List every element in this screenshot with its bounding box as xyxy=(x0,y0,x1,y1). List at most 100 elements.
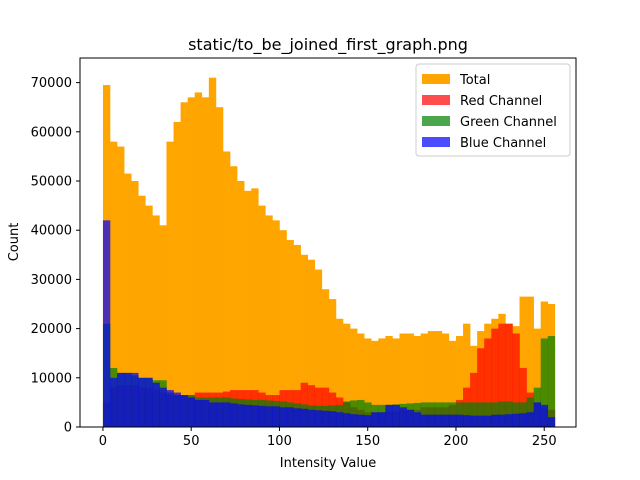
bar xyxy=(138,195,146,427)
bar xyxy=(117,372,125,427)
bar xyxy=(463,402,471,427)
bar xyxy=(491,414,499,427)
series-blue-channel xyxy=(102,220,556,427)
bar xyxy=(307,259,316,427)
bar xyxy=(272,220,280,427)
bars-layer xyxy=(102,77,556,428)
x-tick-label: 50 xyxy=(183,434,200,449)
y-tick-label: 70000 xyxy=(31,76,72,91)
legend-swatch xyxy=(422,116,450,126)
bar xyxy=(357,399,365,427)
bar xyxy=(335,412,344,427)
bar xyxy=(364,415,372,427)
y-tick-label: 60000 xyxy=(31,125,72,140)
bar xyxy=(505,414,513,427)
bar xyxy=(470,415,478,427)
bar xyxy=(166,141,174,427)
bar xyxy=(279,407,287,427)
bar xyxy=(526,296,534,427)
bar xyxy=(441,414,450,427)
bar xyxy=(328,411,337,427)
bar xyxy=(455,335,464,427)
bar xyxy=(392,338,400,427)
bar xyxy=(145,205,153,427)
bar xyxy=(357,333,365,427)
bar xyxy=(434,414,443,427)
bar xyxy=(208,77,217,428)
bar xyxy=(110,377,118,427)
bar xyxy=(420,414,429,427)
bar xyxy=(406,409,414,427)
bar xyxy=(265,406,273,427)
bar xyxy=(265,215,273,427)
bar xyxy=(145,377,153,427)
bar xyxy=(350,414,358,427)
bar xyxy=(533,402,541,427)
bar xyxy=(371,340,379,427)
bar xyxy=(131,372,139,427)
y-tick-label: 10000 xyxy=(31,371,72,386)
legend-label: Blue Channel xyxy=(460,136,546,151)
bar xyxy=(258,405,266,427)
bar xyxy=(350,400,358,427)
bar xyxy=(547,417,556,427)
bar xyxy=(547,335,556,427)
bar xyxy=(173,392,181,427)
bar xyxy=(413,412,421,427)
bar xyxy=(194,92,203,427)
bar xyxy=(463,323,471,427)
bar xyxy=(180,395,188,427)
bar xyxy=(364,338,372,427)
bar xyxy=(314,410,323,427)
bar xyxy=(470,372,478,427)
bar xyxy=(427,331,436,427)
bar xyxy=(357,414,365,427)
bar xyxy=(244,190,252,427)
bar xyxy=(300,408,308,427)
bar xyxy=(420,333,429,427)
legend-label: Green Channel xyxy=(460,115,557,130)
bar xyxy=(540,404,549,427)
bar xyxy=(251,188,259,427)
bar xyxy=(110,141,118,427)
bar xyxy=(138,377,146,427)
chart-title: static/to_be_joined_first_graph.png xyxy=(188,35,468,55)
bar xyxy=(187,97,196,428)
legend-swatch xyxy=(422,95,450,105)
bar xyxy=(293,408,301,427)
bar xyxy=(251,405,259,427)
bar xyxy=(321,410,330,427)
bar xyxy=(477,402,485,427)
bar xyxy=(378,412,386,427)
x-tick-label: 150 xyxy=(355,434,380,449)
legend: Total Red Channel Green Channel Blue Channe… xyxy=(415,63,571,157)
bar xyxy=(477,415,485,427)
legend-swatch xyxy=(422,74,450,84)
bar xyxy=(427,414,436,427)
bar xyxy=(519,367,527,427)
bar xyxy=(343,323,351,427)
bar xyxy=(187,397,196,427)
bar xyxy=(258,205,266,427)
bar xyxy=(448,414,457,427)
bar xyxy=(244,404,252,427)
bar xyxy=(343,413,351,427)
bar xyxy=(364,402,372,427)
bar xyxy=(173,121,181,428)
bar xyxy=(484,402,492,427)
bar xyxy=(166,390,174,427)
bar xyxy=(307,409,316,427)
bar xyxy=(385,404,393,427)
bar xyxy=(406,333,414,427)
bar xyxy=(455,414,464,427)
legend-label: Total xyxy=(459,73,490,88)
legend-swatch xyxy=(422,137,450,147)
bar xyxy=(498,401,506,427)
bar xyxy=(124,173,132,427)
bar xyxy=(392,404,400,427)
bar xyxy=(194,399,203,427)
bar xyxy=(152,215,160,427)
bar xyxy=(102,220,111,427)
y-tick-label: 0 xyxy=(64,421,72,436)
bar xyxy=(222,151,231,428)
